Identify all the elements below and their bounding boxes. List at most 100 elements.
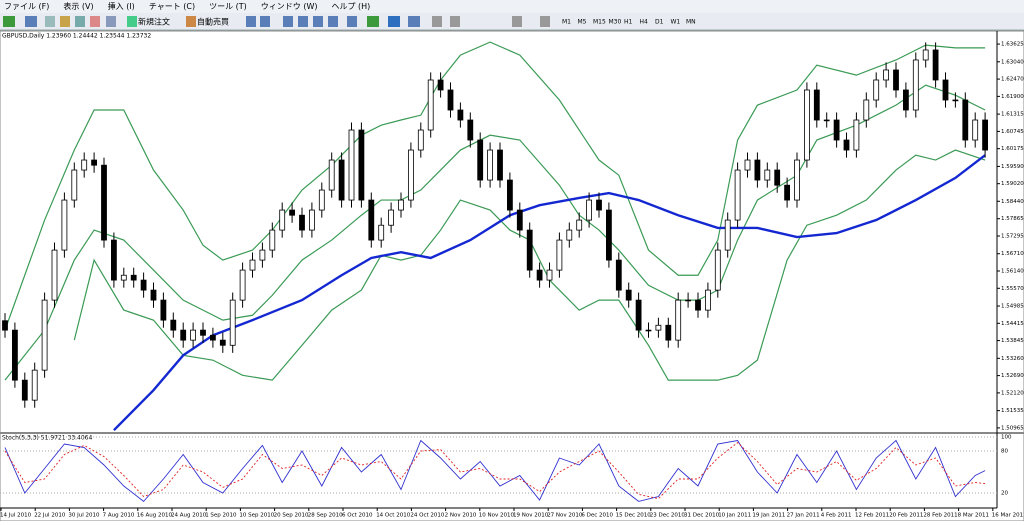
icon[interactable] [90, 16, 100, 27]
y-tick-label: 1.60175 [1001, 146, 1024, 152]
icon[interactable] [432, 16, 442, 27]
x-tick-label: 16 Mar 2011 [992, 513, 1024, 519]
y-tick-label: 1.63625 [1001, 42, 1024, 48]
y-tick-label: 1.56140 [1001, 269, 1024, 275]
candle-body [813, 89, 820, 121]
candle-body [596, 199, 602, 211]
candle-body [487, 149, 494, 181]
icon[interactable] [45, 16, 55, 27]
icon[interactable] [298, 16, 308, 27]
x-tick-label: 23 Dec 2010 [650, 513, 686, 519]
x-tick-label: 24 Aug 2010 [171, 513, 207, 519]
candle-body [308, 209, 315, 231]
icon[interactable] [25, 16, 37, 27]
candle-body [467, 119, 474, 141]
menu-item[interactable]: チャート (C) [149, 2, 195, 11]
menu-item[interactable]: 挿入 (I) [108, 1, 135, 11]
icon[interactable] [313, 16, 323, 27]
icon[interactable] [347, 16, 357, 27]
timeframe-button[interactable]: W1 [671, 19, 681, 26]
icon[interactable] [408, 16, 420, 27]
menu-item[interactable]: ファイル (F) [4, 2, 49, 11]
menu-item[interactable]: ヘルプ (H) [331, 2, 370, 11]
menu-item[interactable]: 表示 (V) [63, 1, 93, 11]
icon[interactable] [512, 16, 522, 27]
x-tick-label: 12 Feb 2011 [855, 513, 889, 519]
y-tick-label: 1.54415 [1001, 321, 1024, 327]
timeframe-button[interactable]: D1 [655, 19, 664, 26]
icon[interactable] [283, 16, 293, 27]
icon[interactable] [127, 16, 137, 27]
candle-body [447, 89, 454, 111]
icon[interactable] [540, 16, 550, 27]
candle-body [150, 289, 157, 301]
candle-body [11, 329, 18, 381]
icon[interactable] [106, 16, 116, 27]
timeframe-button[interactable]: M30 [609, 19, 622, 26]
y-tick-label: 1.57865 [1001, 216, 1024, 222]
candle-body [160, 299, 167, 321]
candle-body [51, 249, 58, 301]
candle-body [556, 239, 563, 271]
candle-body [170, 319, 177, 331]
candle-body [655, 324, 662, 331]
x-tick-label: 31 Dec 2010 [684, 513, 720, 519]
indicator-line [4, 84, 986, 381]
candle-body [41, 299, 48, 371]
icon[interactable] [450, 16, 460, 27]
icon[interactable] [328, 16, 338, 27]
candle-body [368, 199, 375, 241]
icon[interactable] [3, 16, 15, 27]
candle-body [61, 199, 68, 251]
timeframe-button[interactable]: H4 [640, 19, 649, 26]
candle-body [685, 299, 691, 302]
menu-bar [0, 0, 1024, 13]
x-tick-label: 20 Feb 2011 [889, 513, 923, 519]
candle-body [714, 249, 721, 291]
x-tick-label: 4 Feb 2011 [821, 513, 852, 519]
candle-body [606, 209, 612, 261]
x-tick-label: 22 Jul 2010 [34, 513, 66, 519]
x-tick-label: 7 Aug 2010 [103, 513, 135, 519]
candle-body [893, 69, 899, 91]
y-tick-label: 1.60745 [1001, 129, 1024, 135]
y-tick-label: 1.59020 [1001, 181, 1024, 187]
timeframe-button[interactable]: M1 [562, 19, 571, 26]
candle-body [71, 169, 78, 201]
candle-body [388, 209, 395, 226]
x-tick-label: 1 Sep 2010 [205, 513, 237, 519]
chart-title: GBPUSD,Daily 1.23960 1.24442 1.23544 1.2… [2, 33, 151, 40]
icon[interactable] [75, 16, 85, 27]
x-tick-label: 28 Sep 2010 [308, 513, 343, 519]
candle-body [229, 299, 236, 346]
icon[interactable] [60, 16, 70, 27]
candle-body [269, 229, 276, 251]
x-tick-label: 15 Dec 2010 [616, 513, 652, 519]
y-tick-label: 1.50965 [1001, 425, 1024, 431]
icon[interactable] [388, 16, 400, 27]
candle-body [130, 274, 137, 281]
candle-body [21, 379, 28, 401]
candle-body [427, 79, 434, 131]
candle-body [853, 119, 860, 151]
menu-item[interactable]: ツール (T) [209, 2, 247, 11]
stoch-title: Stoch(5,3,3) 51.9721 33.4064 [2, 435, 93, 442]
icon[interactable] [186, 16, 196, 27]
timeframe-button[interactable]: M5 [578, 19, 587, 26]
timeframe-button[interactable]: M15 [593, 19, 606, 26]
y-tick-label: 20 [1001, 491, 1008, 497]
candle-body [774, 169, 781, 186]
icon[interactable] [246, 16, 256, 27]
new-order[interactable]: 新規注文 [138, 17, 170, 27]
y-tick-label: 100 [1001, 435, 1012, 441]
x-tick-label: 19 Nov 2010 [513, 513, 549, 519]
y-tick-label: 1.56710 [1001, 251, 1024, 257]
icon[interactable] [260, 16, 270, 27]
timeframe-button[interactable]: MN [686, 19, 696, 26]
menu-item[interactable]: ウィンドウ (W) [261, 2, 318, 11]
candle-body [942, 79, 949, 101]
timeframe-button[interactable]: H1 [624, 19, 633, 26]
auto-trading[interactable]: 自動売買 [197, 17, 229, 27]
icon[interactable] [367, 16, 379, 27]
